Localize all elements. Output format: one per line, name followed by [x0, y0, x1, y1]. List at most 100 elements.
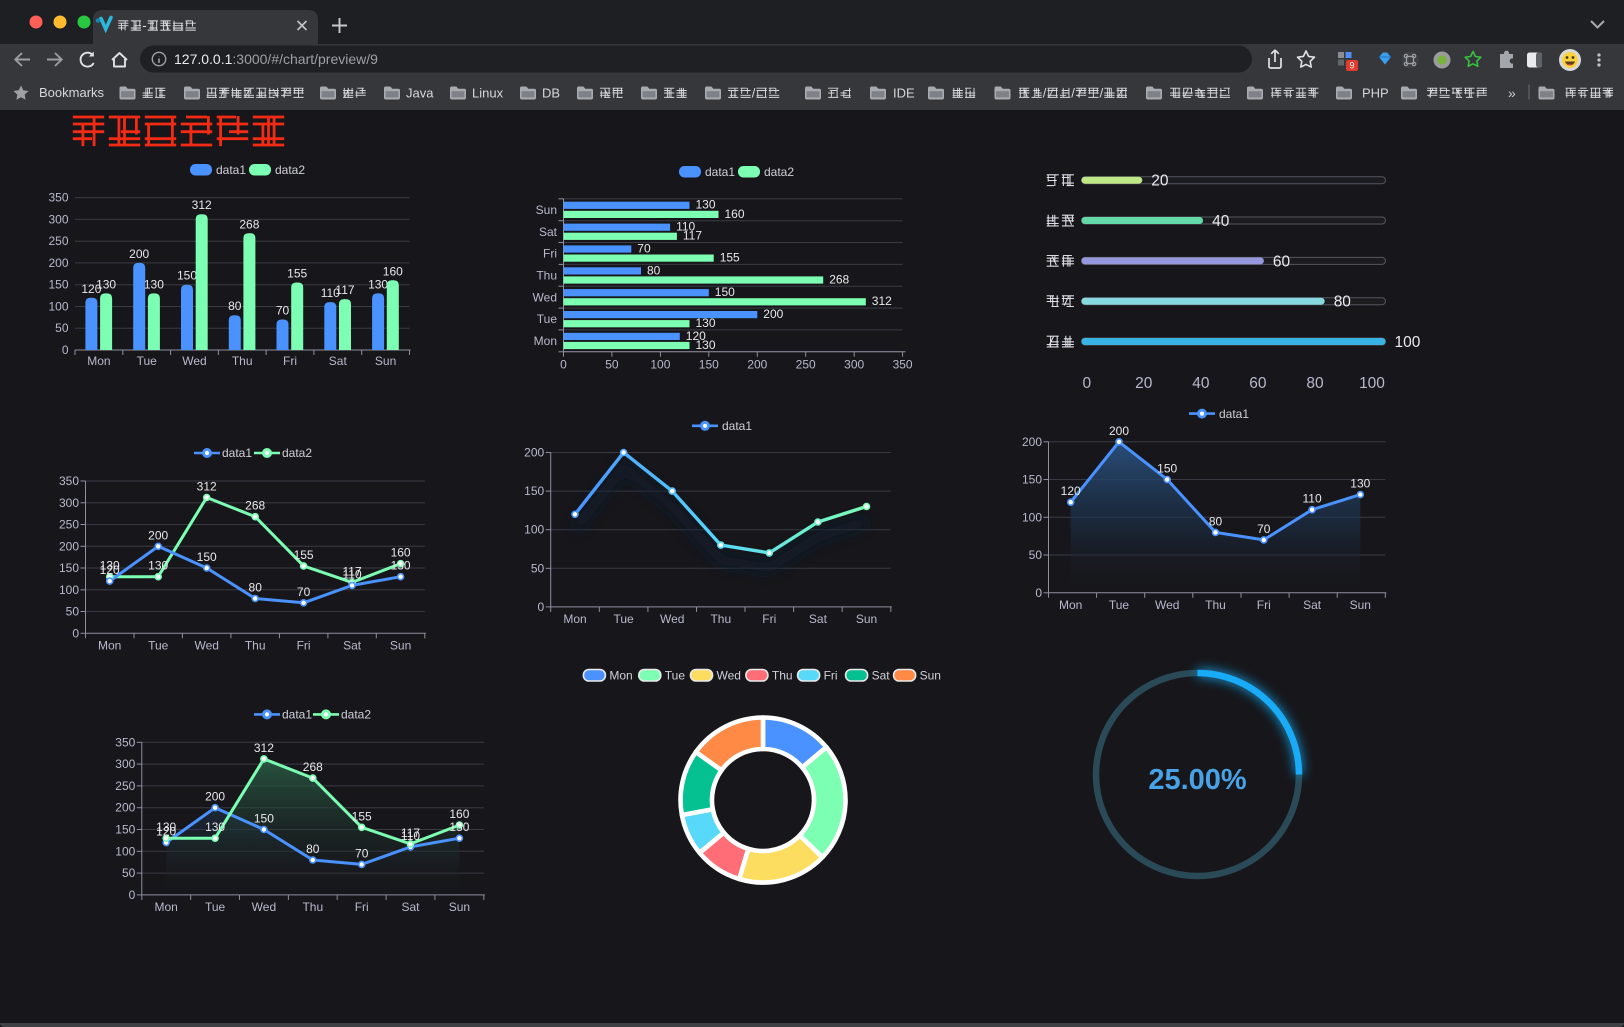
svg-text:Thu: Thu — [710, 612, 731, 626]
svg-text:/: / — [1071, 85, 1075, 100]
svg-text:25.00%: 25.00% — [1148, 764, 1247, 796]
svg-text:350: 350 — [893, 358, 913, 372]
svg-text:50: 50 — [605, 358, 619, 372]
svg-text:130: 130 — [368, 277, 388, 291]
svg-text:200: 200 — [205, 790, 225, 804]
svg-text:Fri: Fri — [543, 247, 557, 261]
svg-text:100: 100 — [524, 523, 544, 537]
svg-text:150: 150 — [59, 561, 79, 575]
svg-text:Fri: Fri — [355, 900, 369, 914]
svg-text:data1: data1 — [282, 708, 312, 722]
svg-text:150: 150 — [1022, 473, 1042, 487]
svg-text:data1: data1 — [222, 446, 252, 460]
svg-text:120: 120 — [100, 563, 120, 577]
svg-text:130: 130 — [96, 277, 116, 291]
svg-text:Sun: Sun — [920, 669, 941, 683]
svg-text:0: 0 — [129, 888, 136, 902]
svg-text:312: 312 — [192, 198, 212, 212]
svg-text:268: 268 — [303, 760, 323, 774]
svg-text:268: 268 — [239, 217, 259, 231]
svg-text:70: 70 — [355, 846, 369, 860]
svg-text:100: 100 — [115, 844, 135, 858]
svg-text:120: 120 — [1061, 484, 1081, 498]
svg-text:40: 40 — [1192, 375, 1210, 392]
svg-text:data1: data1 — [1219, 407, 1249, 421]
svg-text:350: 350 — [48, 191, 68, 205]
svg-text:50: 50 — [55, 321, 69, 335]
svg-text:Java: Java — [406, 85, 434, 100]
svg-text:Mon: Mon — [1059, 598, 1082, 612]
svg-text:Fri: Fri — [762, 612, 776, 626]
svg-text:Thu: Thu — [232, 354, 253, 368]
svg-text:-: - — [142, 18, 146, 33]
svg-text:150: 150 — [1157, 462, 1177, 476]
svg-text:Fri: Fri — [283, 354, 297, 368]
svg-text:110: 110 — [676, 220, 695, 234]
svg-text:200: 200 — [115, 801, 135, 815]
svg-text:130: 130 — [696, 316, 716, 330]
svg-text:Wed: Wed — [1155, 598, 1179, 612]
svg-text:120: 120 — [81, 282, 101, 296]
svg-text:160: 160 — [383, 264, 403, 278]
svg-text:250: 250 — [59, 518, 79, 532]
svg-text:150: 150 — [115, 823, 135, 837]
svg-text:70: 70 — [276, 304, 290, 318]
svg-text:350: 350 — [59, 474, 79, 488]
svg-text:Sun: Sun — [856, 612, 877, 626]
svg-text:Tue: Tue — [205, 900, 226, 914]
svg-text:130: 130 — [696, 338, 716, 352]
svg-text:Wed: Wed — [194, 638, 218, 652]
svg-text:130: 130 — [1350, 477, 1370, 491]
svg-text:150: 150 — [715, 285, 735, 299]
svg-text:70: 70 — [297, 585, 311, 599]
svg-text:160: 160 — [449, 807, 469, 821]
svg-text:250: 250 — [115, 779, 135, 793]
svg-text:60: 60 — [1273, 253, 1291, 270]
svg-text:160: 160 — [391, 546, 411, 560]
svg-text:100: 100 — [48, 300, 68, 314]
svg-text:40: 40 — [1212, 213, 1230, 230]
svg-text:Sun: Sun — [375, 354, 396, 368]
svg-text:Wed: Wed — [533, 290, 557, 304]
svg-text:Tue: Tue — [537, 312, 558, 326]
svg-text:0: 0 — [1082, 375, 1091, 392]
svg-text:0: 0 — [1035, 586, 1042, 600]
svg-text:Wed: Wed — [660, 612, 684, 626]
svg-text:80: 80 — [249, 581, 263, 595]
svg-text:data1: data1 — [722, 419, 752, 433]
svg-text:200: 200 — [48, 256, 68, 270]
svg-text:Tue: Tue — [148, 638, 169, 652]
svg-text:150: 150 — [254, 812, 274, 826]
svg-text:200: 200 — [1109, 424, 1129, 438]
svg-text:80: 80 — [306, 842, 320, 856]
svg-text:130: 130 — [696, 198, 716, 212]
svg-text:200: 200 — [763, 307, 783, 321]
svg-text:80: 80 — [228, 299, 242, 313]
svg-text:100: 100 — [1395, 334, 1421, 351]
svg-text:data1: data1 — [216, 163, 246, 177]
svg-text:130: 130 — [100, 559, 120, 573]
svg-text:130: 130 — [391, 559, 411, 573]
svg-text:Tue: Tue — [137, 354, 158, 368]
svg-text:0: 0 — [72, 626, 79, 640]
svg-text:110: 110 — [1303, 492, 1322, 506]
svg-text:Linux: Linux — [472, 85, 504, 100]
svg-text:Sun: Sun — [1350, 598, 1371, 612]
svg-text:120: 120 — [156, 825, 176, 839]
svg-text:9: 9 — [1349, 61, 1354, 71]
svg-text:Mon: Mon — [563, 612, 586, 626]
svg-text:150: 150 — [197, 550, 217, 564]
svg-text:268: 268 — [245, 499, 265, 513]
svg-text:Sat: Sat — [401, 900, 420, 914]
svg-text:100: 100 — [59, 583, 79, 597]
svg-text:Sun: Sun — [536, 203, 557, 217]
svg-text:Tue: Tue — [613, 612, 634, 626]
svg-text:130: 130 — [449, 820, 469, 834]
svg-text:Thu: Thu — [245, 638, 266, 652]
svg-text:Sat: Sat — [329, 354, 348, 368]
svg-text:Tue: Tue — [665, 669, 686, 683]
svg-text:350: 350 — [115, 735, 135, 749]
svg-text:data1: data1 — [705, 165, 735, 179]
svg-text:268: 268 — [829, 272, 849, 286]
svg-text:155: 155 — [287, 267, 307, 281]
